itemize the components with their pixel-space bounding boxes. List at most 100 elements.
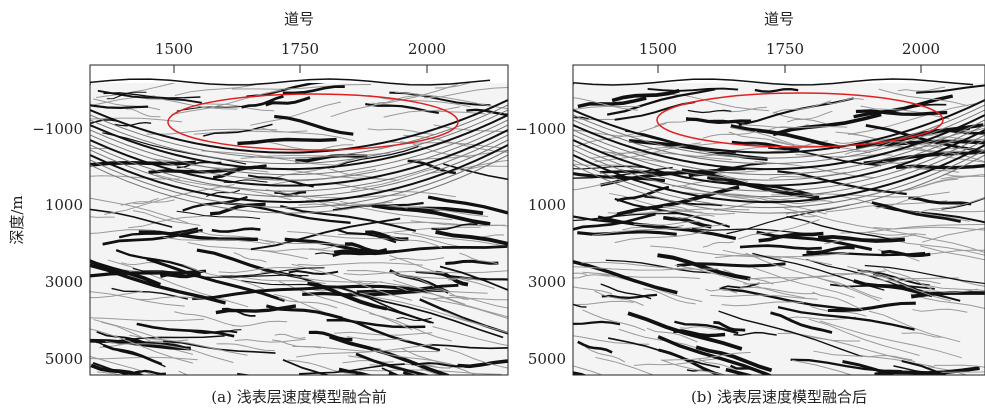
reflector: [265, 304, 343, 320]
reflector: [114, 121, 152, 127]
reflector: [380, 205, 488, 217]
reflector: [573, 371, 588, 375]
reflector: [111, 287, 189, 300]
reflector: [810, 305, 867, 317]
reflector: [138, 230, 258, 241]
reflector: [888, 146, 970, 153]
reflector: [733, 331, 777, 337]
y-tick-label: −1000: [32, 120, 83, 138]
reflector: [219, 267, 325, 277]
reflector: [439, 265, 508, 291]
reflector: [784, 207, 933, 240]
reflector: [730, 124, 841, 150]
reflector: [423, 86, 508, 99]
reflector: [813, 350, 935, 368]
reflector: [817, 234, 906, 243]
reflector: [90, 197, 189, 224]
reflector: [274, 333, 306, 339]
reflector: [855, 123, 984, 149]
y-tick-label: −1000: [515, 120, 566, 138]
reflector: [146, 98, 238, 110]
reflector: [90, 149, 508, 209]
x-tick-label: 2000: [902, 40, 940, 58]
reflector: [92, 361, 131, 375]
reflector: [90, 129, 508, 187]
reflector: [292, 345, 439, 353]
reflector: [940, 175, 985, 180]
frame: [572, 64, 985, 376]
reflector: [758, 231, 824, 243]
reflector: [685, 117, 752, 124]
reflector: [346, 336, 411, 342]
reflector: [90, 208, 173, 228]
reflector: [231, 320, 288, 327]
x-axis-label: 道号: [284, 10, 314, 28]
reflector: [573, 149, 985, 209]
reflector: [825, 98, 864, 105]
reflector: [237, 137, 337, 146]
x-tick-label: 1750: [281, 40, 319, 58]
reflector: [216, 343, 275, 352]
reflector: [864, 264, 985, 285]
reflector: [777, 305, 915, 331]
reflector: [855, 109, 948, 116]
reflector: [90, 109, 508, 165]
reflector: [772, 100, 832, 114]
reflector: [90, 317, 205, 322]
reflector: [573, 212, 656, 231]
reflector: [691, 227, 804, 234]
reflector: [344, 242, 387, 254]
reflector: [435, 230, 508, 246]
reflector: [392, 279, 508, 318]
reflector: [791, 359, 854, 375]
reflector: [457, 359, 508, 369]
reflector: [161, 274, 309, 278]
reflector: [893, 365, 943, 375]
reflector: [573, 180, 623, 191]
reflector: [120, 199, 175, 206]
reflector: [814, 276, 883, 300]
reflector: [115, 249, 198, 272]
reflector: [857, 269, 930, 287]
reflector: [573, 144, 985, 204]
reflector: [396, 317, 432, 322]
reflector: [867, 232, 926, 236]
seismic-section: [573, 65, 985, 375]
reflector: [392, 271, 435, 288]
y-tick-label: 3000: [45, 273, 83, 291]
reflector: [840, 223, 985, 234]
reflector: [674, 320, 739, 335]
reflector: [128, 214, 212, 229]
reflector: [90, 119, 118, 125]
reflector: [825, 200, 948, 213]
reflector: [368, 94, 471, 108]
reflector: [719, 287, 862, 312]
reflector: [90, 363, 146, 375]
reflector: [806, 245, 855, 255]
reflector: [444, 347, 508, 369]
reflector: [174, 311, 236, 327]
reflector: [605, 259, 711, 274]
reflector: [573, 286, 613, 295]
reflector: [585, 346, 626, 363]
reflector: [355, 352, 431, 375]
reflector: [192, 286, 325, 301]
reflector: [400, 140, 471, 158]
reflector: [672, 214, 715, 219]
reflector: [573, 114, 985, 171]
reflector: [573, 303, 587, 308]
reflector: [444, 311, 508, 334]
reflector: [388, 372, 399, 375]
reflector: [928, 209, 985, 213]
reflector: [713, 320, 746, 332]
reflector: [90, 104, 508, 159]
reflector: [573, 104, 985, 159]
reflector: [616, 185, 670, 202]
reflector: [431, 223, 478, 231]
reflector: [146, 257, 286, 303]
reflector: [233, 252, 267, 263]
reflector: [287, 359, 356, 375]
reflector: [265, 189, 347, 210]
reflector: [661, 351, 751, 361]
reflector: [921, 236, 985, 254]
